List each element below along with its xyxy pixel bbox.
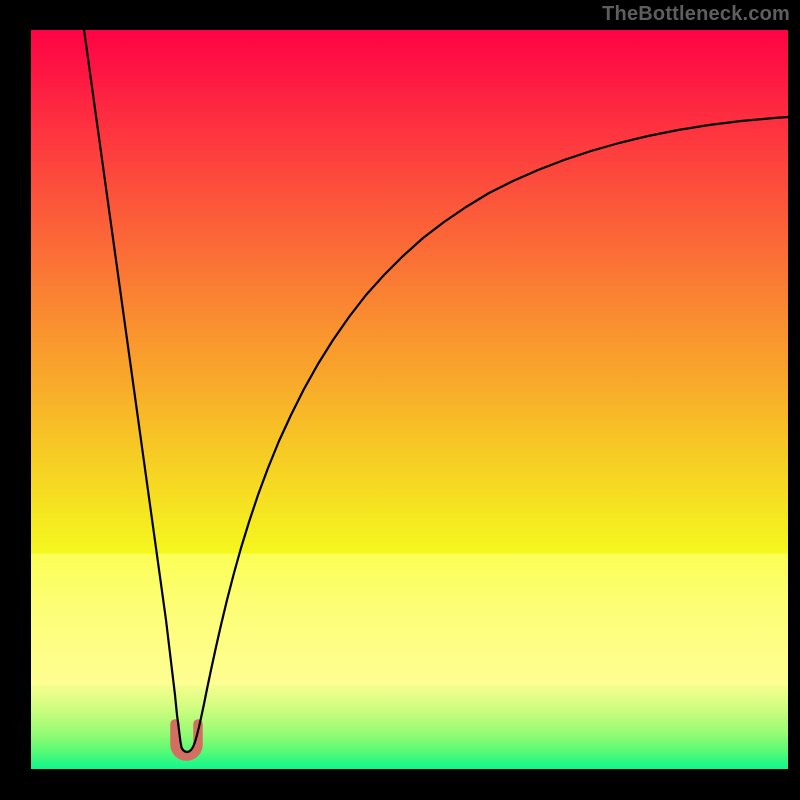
plot-area (31, 30, 788, 769)
watermark-text: TheBottleneck.com (602, 3, 790, 26)
bottleneck-curve (84, 30, 788, 752)
curve-layer (31, 30, 788, 769)
